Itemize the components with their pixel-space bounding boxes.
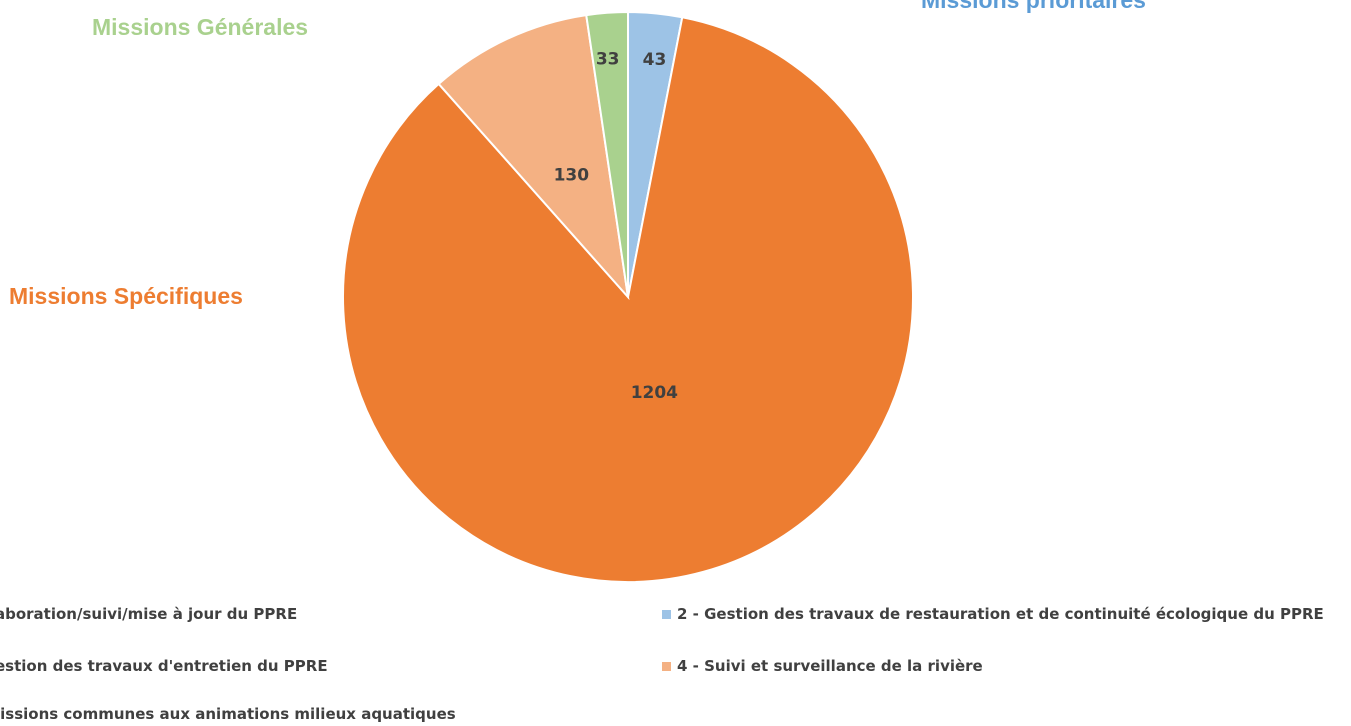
legend-swatch-2 xyxy=(662,609,671,619)
legend-item-4: 4 - Suivi et surveillance de la rivière xyxy=(662,657,983,675)
pie-slice-4 xyxy=(585,10,629,298)
legend-item-3: estion des travaux d'entretien du PPRE xyxy=(0,657,328,675)
legend-item-2: 2 - Gestion des travaux de restauration … xyxy=(662,605,1324,623)
pie-chart: 43 1204 130 33 xyxy=(342,10,914,583)
missions-specifiques-label: Missions Spécifiques xyxy=(9,283,243,309)
pie-slice-3 xyxy=(437,13,630,301)
legend-item-5: lissions communes aux animations milieux… xyxy=(0,705,456,723)
missions-generales-label: Missions Générales xyxy=(92,14,309,40)
slice-value-label-1: 43 xyxy=(643,50,667,70)
legend-label-4: 4 - Suivi et surveillance de la rivière xyxy=(677,657,983,675)
legend-item-1: aboration/suivi/mise à jour du PPRE xyxy=(0,605,297,623)
legend-label-5: lissions communes aux animations milieux… xyxy=(0,705,456,723)
pie-slice-2 xyxy=(342,16,914,583)
slice-value-label-3: 130 xyxy=(554,166,590,186)
legend-swatch-4 xyxy=(662,661,671,671)
legend-label-1: aboration/suivi/mise à jour du PPRE xyxy=(0,605,298,623)
legend-label-3: estion des travaux d'entretien du PPRE xyxy=(0,657,328,675)
legend-label-2: 2 - Gestion des travaux de restauration … xyxy=(677,605,1324,623)
slice-value-label-4: 33 xyxy=(596,49,620,69)
missions-prioritaires-label: Missions prioritaires xyxy=(921,0,1146,13)
slice-value-label-2: 1204 xyxy=(631,383,678,403)
